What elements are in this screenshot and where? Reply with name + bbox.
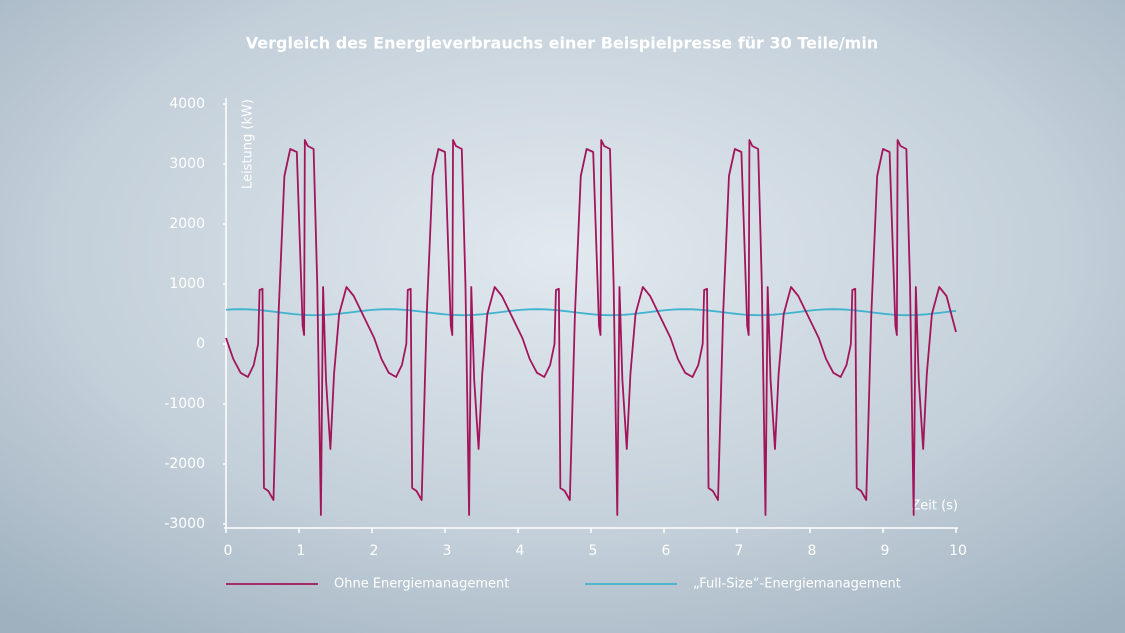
x-tick-label: 8 xyxy=(808,543,817,559)
x-tick-label: 7 xyxy=(735,543,744,559)
x-tick-label: 6 xyxy=(662,543,671,559)
x-tick-label: 0 xyxy=(224,543,233,559)
legend-label: „Full-Size“-Energiemanagement xyxy=(693,577,901,592)
series-line xyxy=(225,308,957,317)
y-tick-label: -1000 xyxy=(164,396,205,412)
x-tick-label: 5 xyxy=(589,543,598,559)
y-tick-label: 3000 xyxy=(169,156,205,172)
y-tick-label: -2000 xyxy=(164,456,205,472)
y-tick-label: 2000 xyxy=(169,216,205,232)
y-tick-label: 0 xyxy=(196,336,205,352)
x-tick-label: 3 xyxy=(443,543,452,559)
x-tick-label: 4 xyxy=(516,543,525,559)
chart-title: Vergleich des Energieverbrauchs einer Be… xyxy=(246,34,878,53)
y-axis-label: Leistung (kW) xyxy=(241,99,256,189)
y-tick-label: -3000 xyxy=(164,516,205,532)
x-axis-label: Zeit (s) xyxy=(911,499,958,514)
x-tick-label: 10 xyxy=(949,543,967,559)
y-tick-label: 1000 xyxy=(169,276,205,292)
series-line xyxy=(225,139,957,516)
y-tick-label: 4000 xyxy=(169,96,205,112)
x-tick-label: 1 xyxy=(297,543,306,559)
x-tick-label: 2 xyxy=(370,543,379,559)
legend-label: Ohne Energiemanagement xyxy=(334,577,509,592)
x-tick-label: 9 xyxy=(881,543,890,559)
